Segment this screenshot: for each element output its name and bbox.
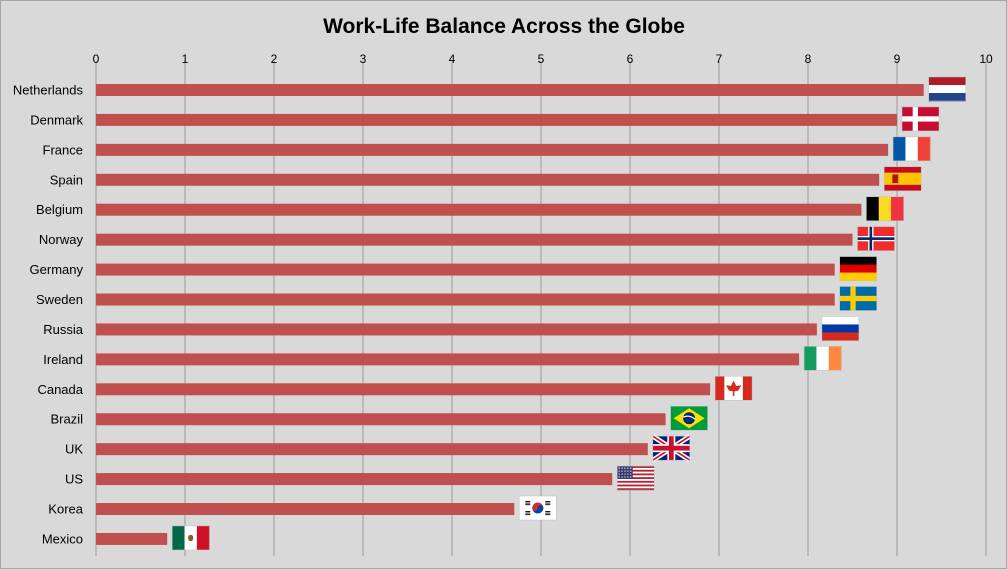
bar: [96, 413, 666, 426]
canada-flag-icon: [714, 376, 753, 401]
sweden-flag-icon: [839, 286, 877, 311]
x-axis-ticks: 0 1 2 3 4 5 6 7 8 9 10: [93, 52, 993, 66]
belgium-flag-icon: [866, 196, 904, 221]
category-label: Russia: [43, 322, 84, 337]
bar: [96, 203, 862, 216]
bar: [96, 532, 168, 545]
x-tick-label: 9: [894, 52, 901, 66]
category-label: Canada: [37, 382, 83, 397]
flags: [171, 76, 966, 551]
korea-flag-icon: [519, 495, 557, 521]
chart-title: Work-Life Balance Across the Globe: [323, 15, 685, 38]
bar: [96, 353, 800, 366]
category-labels: Netherlands Denmark France Spain Belgium Norw…: [13, 83, 84, 547]
brazil-flag-icon: [670, 405, 708, 431]
x-tick-label: 3: [360, 52, 367, 66]
x-tick-label: 4: [449, 52, 456, 66]
category-label: Netherlands: [13, 83, 84, 98]
category-label: Spain: [50, 172, 83, 187]
x-tick-label: 1: [182, 52, 189, 66]
category-label: Brazil: [50, 412, 83, 427]
bar: [96, 443, 648, 456]
x-tick-label: 6: [627, 52, 634, 66]
category-label: Norway: [39, 232, 84, 247]
ireland-flag-icon: [803, 346, 842, 371]
category-label: Mexico: [42, 531, 83, 546]
category-label: Denmark: [30, 112, 83, 127]
x-tick-label: 0: [93, 52, 100, 66]
russia-flag-icon: [821, 316, 860, 341]
france-flag-icon: [892, 136, 931, 162]
bars: [96, 84, 924, 545]
x-tick-label: 5: [538, 52, 545, 66]
bar: [96, 113, 897, 126]
mexico-flag-icon: [171, 525, 210, 551]
bar: [96, 473, 613, 486]
x-tick-label: 8: [805, 52, 812, 66]
germany-flag-icon: [839, 256, 877, 282]
bar: [96, 293, 835, 306]
bar: [96, 263, 835, 276]
category-label: UK: [65, 442, 83, 457]
bar: [96, 173, 880, 186]
x-tick-label: 2: [271, 52, 278, 66]
norway-flag-icon: [857, 226, 895, 251]
category-label: US: [65, 472, 83, 487]
us-flag-icon: [616, 465, 655, 491]
uk-flag-icon: [651, 434, 692, 463]
x-tick-label: 10: [979, 52, 993, 66]
bar: [96, 84, 924, 96]
category-label: Korea: [48, 502, 83, 517]
denmark-flag-icon: [901, 106, 940, 132]
netherlands-flag-icon: [928, 76, 966, 102]
gridlines: [95, 61, 987, 556]
bar: [96, 323, 817, 336]
bar: [96, 143, 889, 156]
x-tick-label: 7: [716, 52, 723, 66]
category-label: Germany: [30, 262, 84, 277]
category-label: Sweden: [36, 292, 83, 307]
spain-flag-icon: [883, 166, 922, 192]
bar: [96, 503, 515, 516]
category-label: France: [43, 142, 83, 157]
bar: [96, 383, 711, 396]
category-label: Ireland: [43, 352, 83, 367]
bar: [96, 233, 853, 246]
category-label: Belgium: [36, 202, 83, 217]
